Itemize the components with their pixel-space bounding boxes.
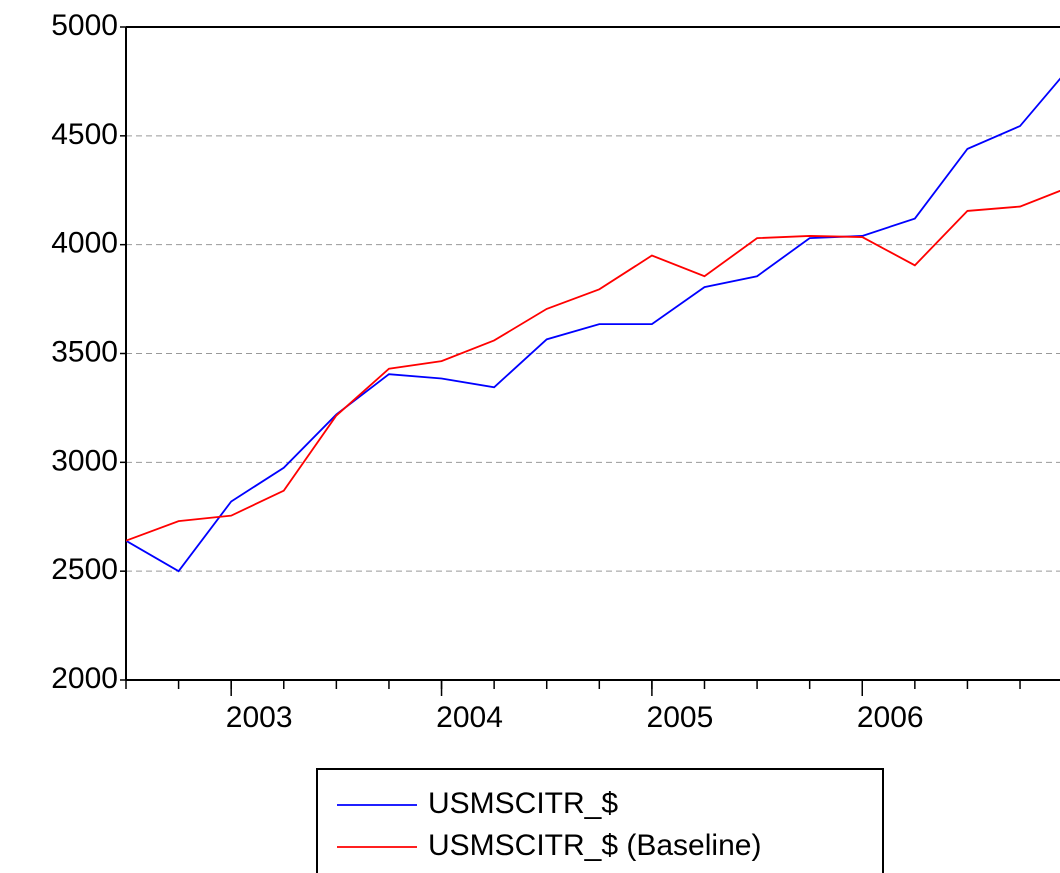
x-tick-label: 2003	[226, 701, 293, 734]
y-tick-label: 4500	[51, 118, 118, 151]
y-tick-label: 2000	[51, 662, 118, 695]
legend-box	[316, 768, 884, 873]
legend-label: USMSCITR_$ (Baseline)	[428, 829, 761, 862]
data-line	[126, 189, 1060, 542]
plot-area	[126, 77, 1060, 573]
x-tick-label: 2005	[647, 701, 714, 734]
y-tick-label: 5000	[51, 9, 118, 42]
data-line	[126, 77, 1060, 573]
x-tick-label: 2006	[857, 701, 924, 734]
y-tick-label: 2500	[51, 553, 118, 586]
y-tick-label: 4000	[51, 227, 118, 260]
legend-label: USMSCITR_$	[428, 787, 618, 820]
x-tick-label: 2004	[436, 701, 503, 734]
y-tick-label: 3000	[51, 444, 118, 477]
y-tick-label: 3500	[51, 335, 118, 368]
